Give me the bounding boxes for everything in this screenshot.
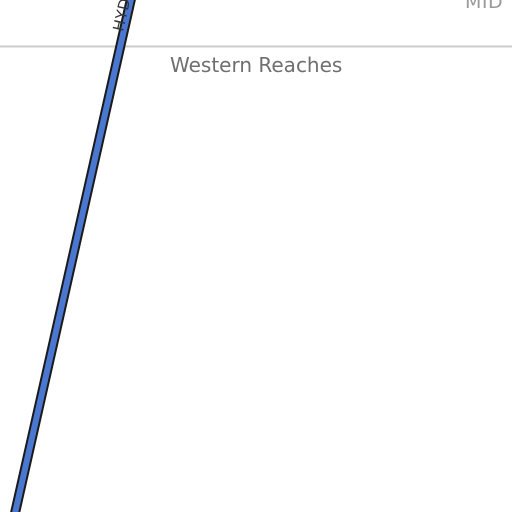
region-label-mid: MID <box>465 0 503 13</box>
road-label: HYD <box>109 0 134 33</box>
area-label-western-reaches: Western Reaches <box>170 53 342 77</box>
highway-road[interactable] <box>12 0 134 512</box>
